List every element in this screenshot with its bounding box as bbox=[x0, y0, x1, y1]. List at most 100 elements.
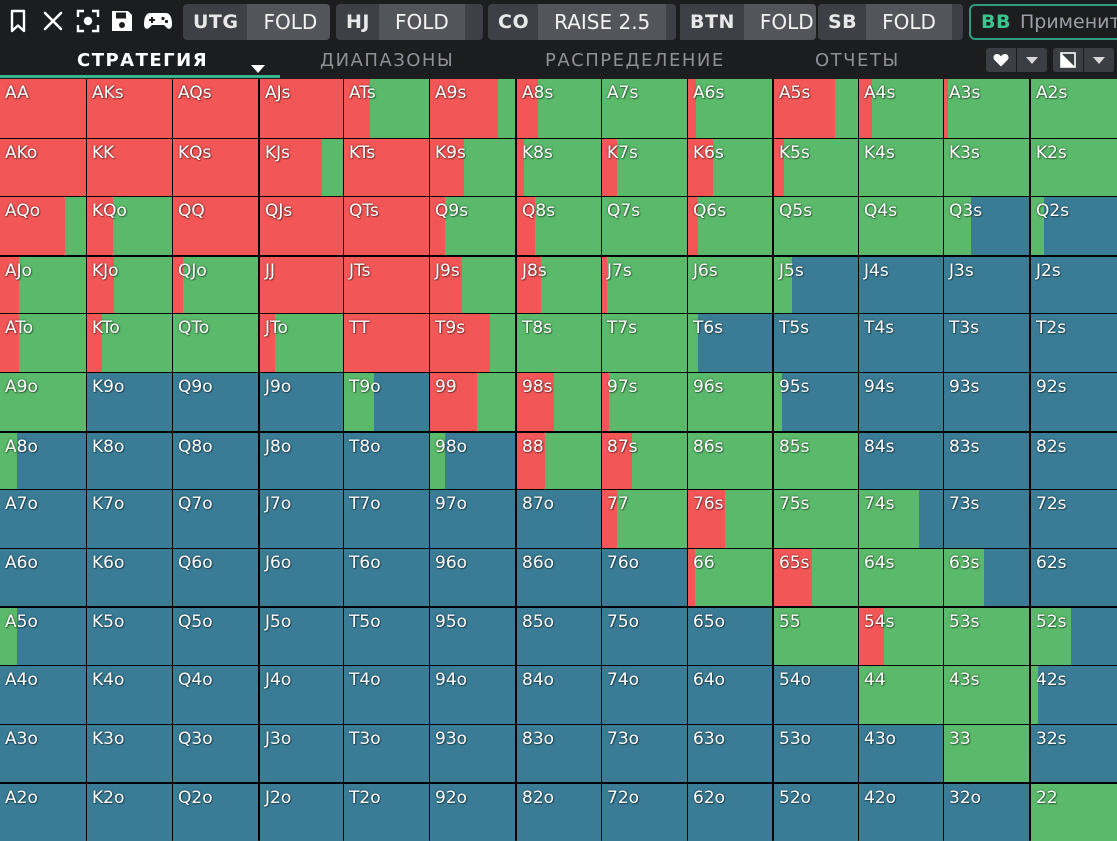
hand-cell[interactable]: 53s bbox=[944, 608, 1029, 665]
hand-cell[interactable]: AQo bbox=[0, 197, 86, 255]
hand-cell[interactable]: 94s bbox=[859, 373, 943, 431]
hand-cell[interactable]: 53o bbox=[774, 725, 858, 782]
hand-cell[interactable]: A3s bbox=[944, 79, 1029, 138]
hand-cell[interactable]: J5o bbox=[260, 608, 343, 665]
hand-cell[interactable]: Q9s bbox=[430, 197, 515, 255]
save-icon[interactable] bbox=[109, 8, 135, 34]
hand-cell[interactable]: 97s bbox=[602, 373, 687, 431]
hand-cell[interactable]: AKs bbox=[87, 79, 172, 138]
hand-cell[interactable]: K7s bbox=[602, 139, 687, 196]
hand-cell[interactable]: A8s bbox=[517, 79, 601, 138]
hand-cell[interactable]: AJs bbox=[260, 79, 343, 138]
hand-cell[interactable]: Q5s bbox=[774, 197, 858, 255]
tab-strategy[interactable]: СТРАТЕГИЯ bbox=[77, 50, 209, 71]
hand-cell[interactable]: K3o bbox=[87, 725, 172, 782]
tab-distribution[interactable]: РАСПРЕДЕЛЕНИЕ bbox=[545, 50, 725, 71]
hand-cell[interactable]: Q7s bbox=[602, 197, 687, 255]
hand-cell[interactable]: K4o bbox=[87, 666, 172, 724]
hand-cell[interactable]: Q8o bbox=[173, 433, 258, 489]
hand-cell[interactable]: J4s bbox=[859, 257, 943, 313]
hand-cell[interactable]: T8s bbox=[517, 314, 601, 372]
hand-cell[interactable]: 42o bbox=[859, 784, 943, 841]
hand-cell[interactable]: T2s bbox=[1031, 314, 1117, 372]
hand-cell[interactable]: A6o bbox=[0, 549, 86, 606]
hand-cell[interactable]: J5s bbox=[774, 257, 858, 313]
hand-cell[interactable]: Q7o bbox=[173, 490, 258, 548]
hand-cell[interactable]: T6s bbox=[688, 314, 772, 372]
hand-cell[interactable]: 62s bbox=[1031, 549, 1117, 606]
hand-cell[interactable]: 93s bbox=[944, 373, 1029, 431]
hand-cell[interactable]: KTs bbox=[344, 139, 429, 196]
hand-cell[interactable]: J7o bbox=[260, 490, 343, 548]
hand-cell[interactable]: 32s bbox=[1031, 725, 1117, 782]
hand-cell[interactable]: 87s bbox=[602, 433, 687, 489]
hand-cell[interactable]: JJ bbox=[260, 257, 343, 313]
hand-cell[interactable]: AA bbox=[0, 79, 86, 138]
hand-cell[interactable]: 86s bbox=[688, 433, 772, 489]
hand-cell[interactable]: T8o bbox=[344, 433, 429, 489]
hand-cell[interactable]: 96o bbox=[430, 549, 515, 606]
hand-cell[interactable]: 82o bbox=[517, 784, 601, 841]
hand-cell[interactable]: 85o bbox=[517, 608, 601, 665]
hand-cell[interactable]: Q2o bbox=[173, 784, 258, 841]
hand-cell[interactable]: 54s bbox=[859, 608, 943, 665]
hand-cell[interactable]: Q8s bbox=[517, 197, 601, 255]
hand-cell[interactable]: 43o bbox=[859, 725, 943, 782]
hand-cell[interactable]: 84o bbox=[517, 666, 601, 724]
hand-cell[interactable]: TT bbox=[344, 314, 429, 372]
hand-cell[interactable]: J6o bbox=[260, 549, 343, 606]
hand-cell[interactable]: A8o bbox=[0, 433, 86, 489]
hand-cell[interactable]: AKo bbox=[0, 139, 86, 196]
hand-cell[interactable]: 98o bbox=[430, 433, 515, 489]
hand-cell[interactable]: A2o bbox=[0, 784, 86, 841]
hand-cell[interactable]: J9o bbox=[260, 373, 343, 431]
hand-cell[interactable]: K6o bbox=[87, 549, 172, 606]
hand-cell[interactable]: 76o bbox=[602, 549, 687, 606]
hand-cell[interactable]: T7s bbox=[602, 314, 687, 372]
hand-cell[interactable]: QQ bbox=[173, 197, 258, 255]
hand-cell[interactable]: A6s bbox=[688, 79, 772, 138]
hand-cell[interactable]: J4o bbox=[260, 666, 343, 724]
hand-cell[interactable]: A7s bbox=[602, 79, 687, 138]
hand-cell[interactable]: A5o bbox=[0, 608, 86, 665]
hand-cell[interactable]: K3s bbox=[944, 139, 1029, 196]
position-sb[interactable]: SB FOLD bbox=[818, 4, 963, 40]
hand-cell[interactable]: K4s bbox=[859, 139, 943, 196]
hand-cell[interactable]: A3o bbox=[0, 725, 86, 782]
hand-cell[interactable]: K6s bbox=[688, 139, 772, 196]
hand-cell[interactable]: J2o bbox=[260, 784, 343, 841]
hand-cell[interactable]: A2s bbox=[1031, 79, 1117, 138]
hand-cell[interactable]: Q9o bbox=[173, 373, 258, 431]
hand-cell[interactable]: AJo bbox=[0, 257, 86, 313]
heart-icon[interactable] bbox=[986, 48, 1016, 72]
hand-cell[interactable]: T4o bbox=[344, 666, 429, 724]
hand-cell[interactable]: A7o bbox=[0, 490, 86, 548]
hand-cell[interactable]: 96s bbox=[688, 373, 772, 431]
hand-cell[interactable]: Q6o bbox=[173, 549, 258, 606]
hand-cell[interactable]: QJo bbox=[173, 257, 258, 313]
hand-cell[interactable]: J6s bbox=[688, 257, 772, 313]
hand-cell[interactable]: Q4o bbox=[173, 666, 258, 724]
hand-cell[interactable]: T3o bbox=[344, 725, 429, 782]
hand-cell[interactable]: A4s bbox=[859, 79, 943, 138]
hand-cell[interactable]: J3o bbox=[260, 725, 343, 782]
hand-cell[interactable]: 72o bbox=[602, 784, 687, 841]
position-bb[interactable]: BB Применит bbox=[969, 4, 1117, 40]
hand-cell[interactable]: K8o bbox=[87, 433, 172, 489]
hand-cell[interactable]: J3s bbox=[944, 257, 1029, 313]
position-hj[interactable]: HJ FOLD bbox=[336, 4, 483, 40]
hand-cell[interactable]: QJs bbox=[260, 197, 343, 255]
hand-cell[interactable]: 77 bbox=[602, 490, 687, 548]
position-btn[interactable]: BTN FOLD bbox=[676, 4, 816, 40]
close-icon[interactable] bbox=[40, 8, 66, 34]
chevron-down-icon[interactable] bbox=[1017, 48, 1047, 72]
hand-cell[interactable]: T7o bbox=[344, 490, 429, 548]
hand-cell[interactable]: 93o bbox=[430, 725, 515, 782]
hand-cell[interactable]: K5s bbox=[774, 139, 858, 196]
hand-cell[interactable]: 54o bbox=[774, 666, 858, 724]
hand-cell[interactable]: QTo bbox=[173, 314, 258, 372]
hand-cell[interactable]: K5o bbox=[87, 608, 172, 665]
hand-cell[interactable]: 63s bbox=[944, 549, 1029, 606]
hand-cell[interactable]: Q6s bbox=[688, 197, 772, 255]
hand-cell[interactable]: ATs bbox=[344, 79, 429, 138]
